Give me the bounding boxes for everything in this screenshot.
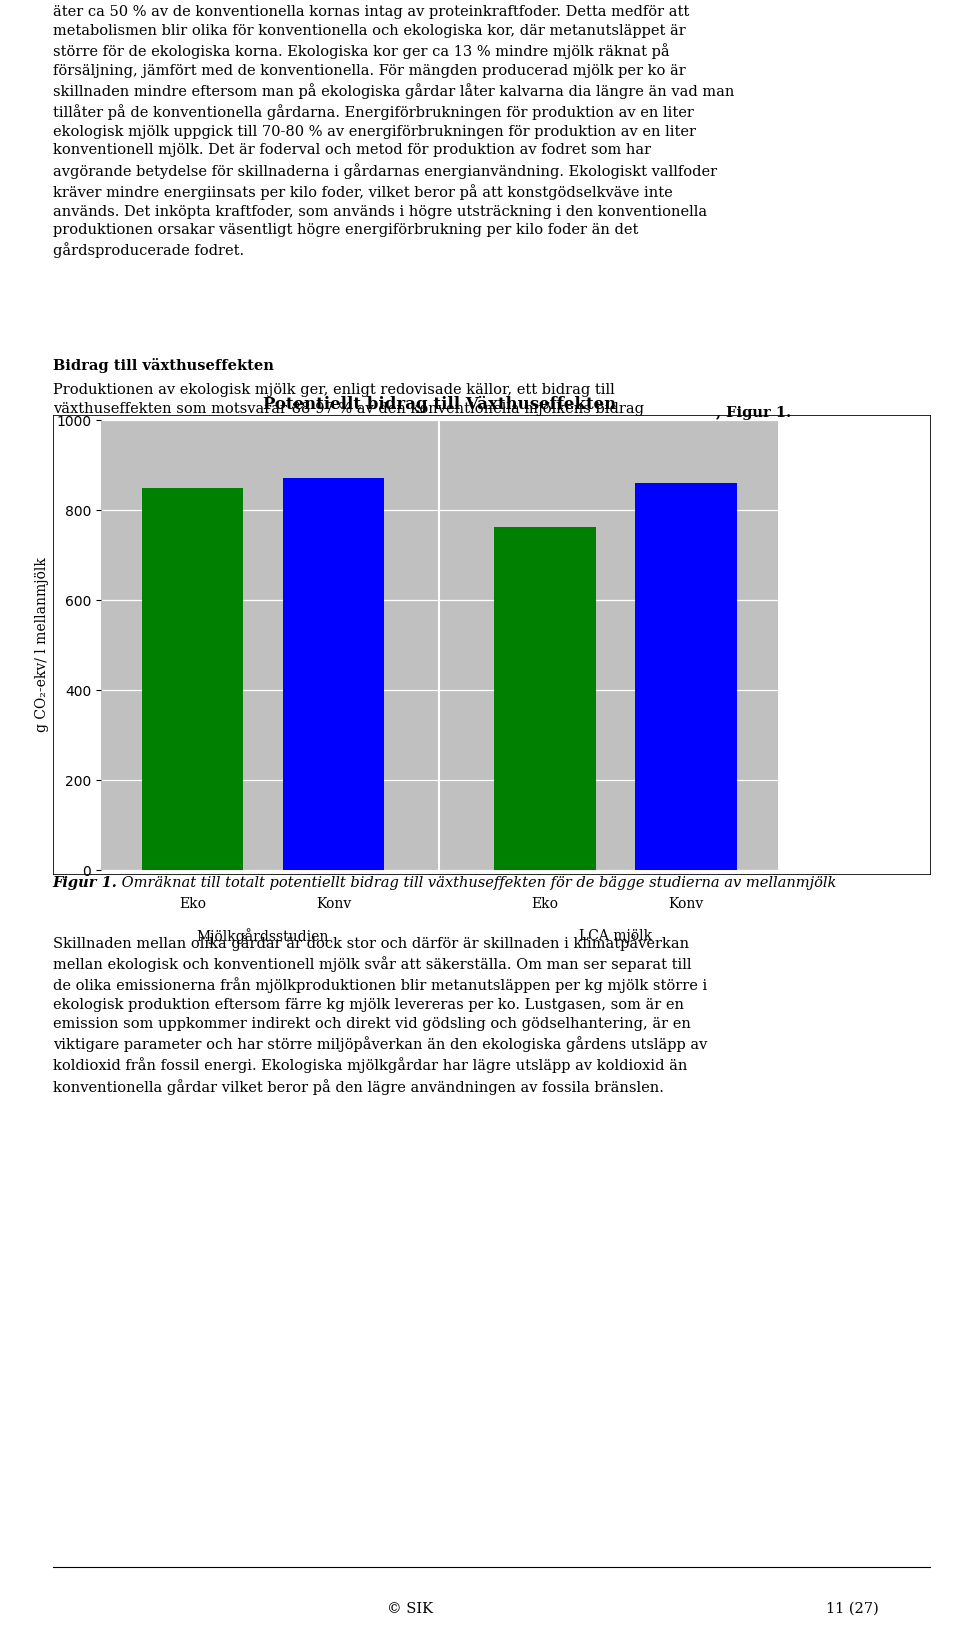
Text: Konv: Konv [668, 898, 704, 911]
Bar [282, 477, 384, 870]
Text: © SIK: © SIK [387, 1602, 433, 1615]
Text: Omräknat till totalt potentiellt bidrag till växthuseffekten för de bägge studie: Omräknat till totalt potentiellt bidrag … [117, 876, 836, 889]
Text: Eko: Eko [532, 898, 559, 911]
Text: LCA mjölk: LCA mjölk [579, 929, 652, 942]
Bar [636, 482, 736, 870]
Y-axis label: g CO₂-ekv/ l mellanmjölk: g CO₂-ekv/ l mellanmjölk [35, 558, 49, 732]
Text: 11 (27): 11 (27) [826, 1602, 878, 1615]
Bar [142, 489, 243, 870]
Text: Figur 1.: Figur 1. [53, 876, 118, 889]
Bar [494, 526, 596, 870]
Text: Eko: Eko [179, 898, 206, 911]
Text: Konv: Konv [316, 898, 351, 911]
Text: Skillnaden mellan olika gårdar är dock stor och därför är skillnaden i klimatpåv: Skillnaden mellan olika gårdar är dock s… [53, 935, 708, 1094]
Text: Bidrag till växthuseffekten: Bidrag till växthuseffekten [53, 358, 274, 373]
Text: Produktionen av ekologisk mjölk ger, enligt redovisade källor, ett bidrag till
v: Produktionen av ekologisk mjölk ger, enl… [53, 383, 644, 415]
Title: Potentiellt bidrag till Växthuseffekten: Potentiellt bidrag till Växthuseffekten [263, 396, 615, 414]
Text: äter ca 50 % av de konventionella kornas intag av proteinkraftfoder. Detta medfö: äter ca 50 % av de konventionella kornas… [53, 5, 734, 258]
Text: Mjölkgårdsstudien: Mjölkgårdsstudien [197, 929, 329, 945]
Text: , Figur 1.: , Figur 1. [716, 407, 791, 420]
